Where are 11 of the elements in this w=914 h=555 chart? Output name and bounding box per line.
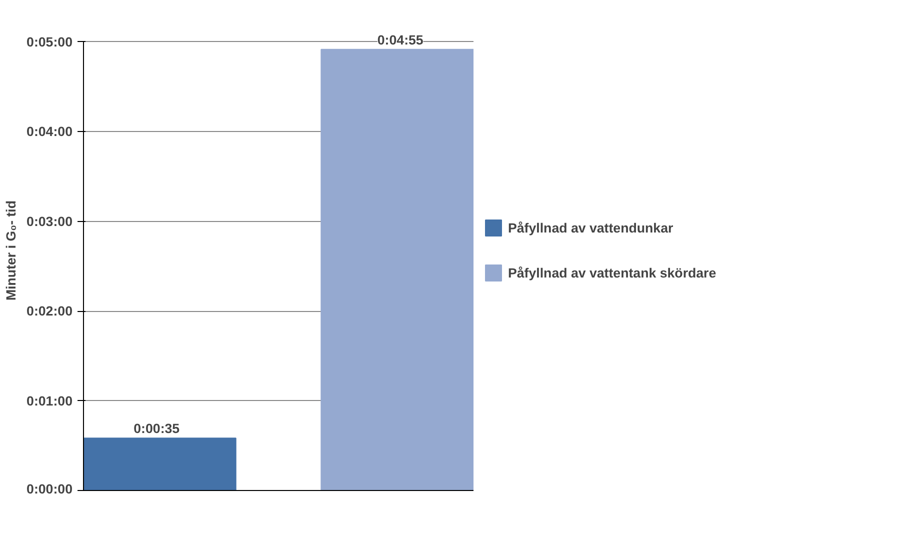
y-axis-title: Minuter i G₀- tid (4, 200, 19, 301)
y-tick-label: 0:02:00 (26, 304, 73, 319)
data-label: 0:04:55 (377, 32, 424, 48)
y-tick-label: 0:05:00 (26, 34, 73, 50)
legend-label: Påfyllnad av vattentank skördare (508, 265, 716, 280)
y-tick-label: 0:04:00 (26, 124, 73, 140)
y-tick-label: 0:00:00 (26, 482, 73, 496)
data-label: 0:00:35 (134, 421, 180, 436)
y-tick-label: 0:03:00 (26, 214, 73, 229)
legend-label: Påfyllnad av vattendunkar (508, 220, 674, 235)
y-tick-label: 0:01:00 (26, 393, 73, 408)
